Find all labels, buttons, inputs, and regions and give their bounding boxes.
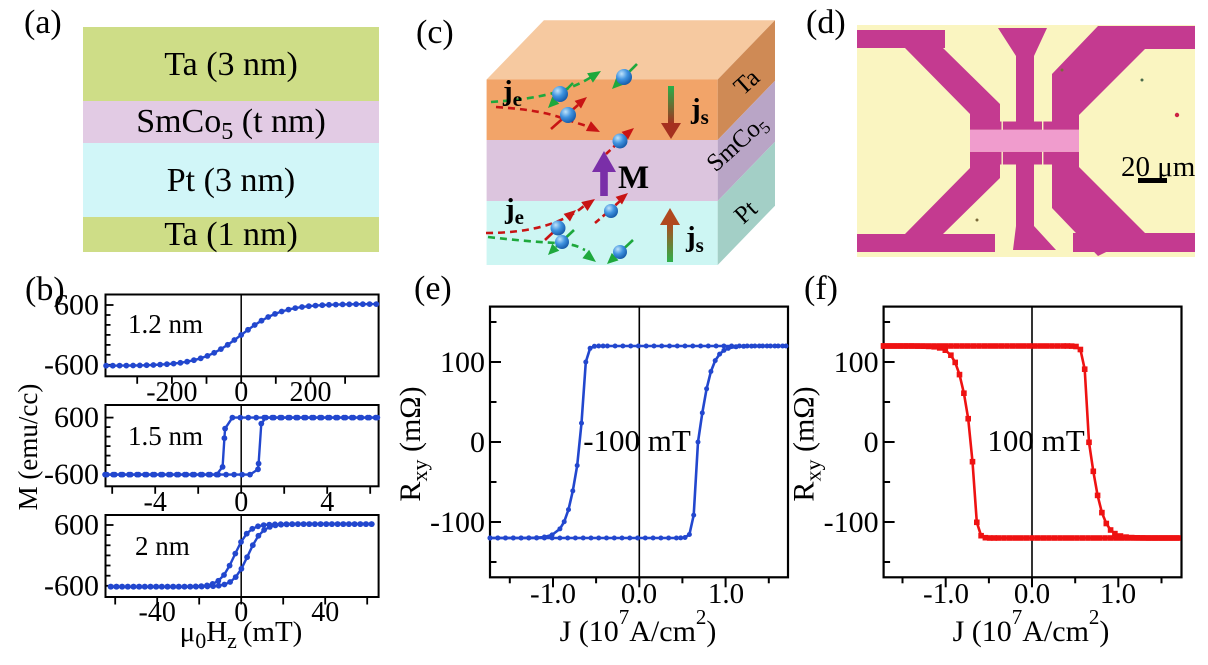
svg-text:M (emu/cc): M (emu/cc) [13,384,43,511]
svg-text:-600: -600 [44,348,99,381]
svg-text:-1.0: -1.0 [530,578,576,610]
svg-text:(c): (c) [416,14,454,51]
svg-text:0: 0 [864,426,879,459]
svg-text:100: 100 [440,346,485,379]
svg-text:-40: -40 [139,597,176,628]
svg-text:-100: -100 [430,506,485,539]
svg-text:-600: -600 [44,569,99,602]
svg-text:1.2 nm: 1.2 nm [128,309,203,339]
svg-text:0: 0 [234,597,248,628]
svg-text:Ta (1 nm): Ta (1 nm) [164,216,298,253]
svg-text:4: 4 [320,487,334,518]
svg-text:2 nm: 2 nm [135,531,190,561]
svg-text:μ0Hz (mT): μ0Hz (mT) [180,616,303,653]
svg-text:(d): (d) [806,4,846,41]
svg-text:40: 40 [311,597,339,628]
svg-text:0.0: 0.0 [621,578,657,610]
svg-text:0: 0 [234,487,248,518]
svg-text:0.0: 0.0 [1014,578,1050,610]
svg-text:1.0: 1.0 [1100,578,1136,610]
svg-text:600: 600 [54,289,99,322]
svg-text:(b): (b) [25,271,65,308]
svg-text:100: 100 [834,346,879,379]
svg-text:M: M [618,160,649,196]
svg-text:-1.0: -1.0 [923,578,969,610]
svg-text:100 mT: 100 mT [987,423,1084,458]
svg-text:-600: -600 [44,458,99,491]
svg-text:0: 0 [470,426,485,459]
svg-text:(f): (f) [804,270,838,307]
svg-text:Ta (3 nm): Ta (3 nm) [164,46,298,83]
svg-text:Pt (3 nm): Pt (3 nm) [167,162,295,199]
svg-text:Rxy (mΩ): Rxy (mΩ) [394,386,432,501]
svg-text:1.5 nm: 1.5 nm [128,421,203,451]
svg-text:600: 600 [54,509,99,542]
svg-text:1.0: 1.0 [708,578,744,610]
svg-text:200: 200 [290,377,332,408]
svg-text:20 μm: 20 μm [1121,151,1196,183]
svg-text:(a): (a) [24,4,62,41]
svg-text:0: 0 [234,377,248,408]
svg-text:-4: -4 [144,487,167,518]
svg-text:-100: -100 [824,506,879,539]
svg-text:Rxy (mΩ): Rxy (mΩ) [788,386,826,501]
svg-text:600: 600 [54,401,99,434]
svg-text:-200: -200 [146,377,197,408]
svg-text:(e): (e) [414,270,452,307]
svg-text:-100 mT: -100 mT [583,423,691,458]
